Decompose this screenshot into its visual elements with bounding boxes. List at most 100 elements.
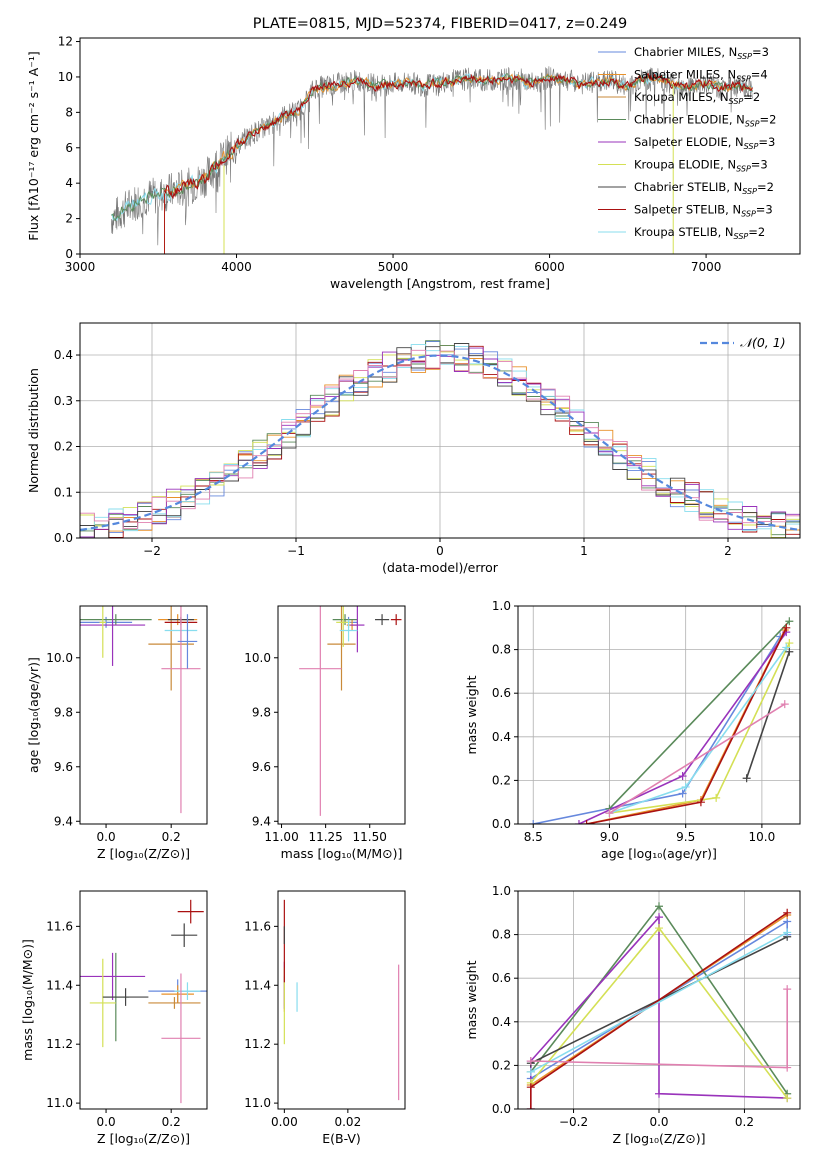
- legend-label: Chabrier ELODIE, N: [634, 113, 745, 127]
- axes-frame: [517, 605, 801, 825]
- legend-entry: Salpeter MILES, NSSP=4: [634, 68, 768, 84]
- series-point-marker: [785, 617, 794, 626]
- y-tick-label: 0.0: [492, 1102, 511, 1116]
- legend-label: Kroupa MILES, N: [634, 90, 729, 104]
- y-axis-label: age [log₁₀(age/yr)]: [26, 657, 41, 773]
- series-point-marker: [582, 820, 591, 824]
- y-axis-label: Normed distribution: [26, 368, 41, 493]
- series-point-marker: [655, 913, 663, 922]
- series-point-marker: [526, 1105, 535, 1109]
- y-tick-label: 9.6: [252, 760, 271, 774]
- legend-subscript: SSP: [742, 187, 757, 196]
- x-tick-label: 9.5: [676, 830, 695, 844]
- y-axis-label: mass weight: [464, 675, 479, 754]
- mass_vs_Z-panel: 0.0 0.2 11.0 11.2 11.4 11.6 Z [log₁₀(Z/Z⊙)] mas…: [20, 890, 208, 1146]
- y-tick-label: 9.8: [54, 705, 73, 719]
- histogram-step: [80, 343, 800, 538]
- legend-label: Salpeter ELODIE, N: [634, 135, 744, 149]
- x-tick-label: 4000: [221, 260, 252, 274]
- chart-title: PLATE=0815, MJD=52374, FIBERID=0417, z=0…: [253, 16, 627, 32]
- y-tick-label: 0.0: [54, 531, 73, 545]
- x-axis-label: Z [log₁₀(Z/Z⊙)]: [97, 846, 190, 861]
- y-tick-label: 9.8: [252, 705, 271, 719]
- gaussian-curve: [80, 354, 800, 532]
- spectrum-plot: [111, 66, 754, 254]
- y-tick-label: 0.4: [54, 348, 73, 362]
- massweight_vs_Z-plot: [526, 902, 792, 1109]
- legend-label: Kroupa STELIB, N: [634, 225, 734, 239]
- x-tick-label: 0.0: [649, 1115, 668, 1129]
- legend-subscript: SSP: [734, 232, 749, 241]
- x-tick-label: 0.2: [735, 1115, 754, 1129]
- x-tick-label: 2: [724, 544, 732, 558]
- massweight_vs_age-plot: [529, 617, 794, 824]
- y-tick-label: 8: [65, 105, 73, 119]
- x-tick-label: 10.0: [749, 830, 776, 844]
- y-tick-label: 0.2: [492, 1058, 511, 1072]
- legend-subscript: SSP: [729, 97, 744, 106]
- legend-label: Kroupa ELODIE, N: [634, 158, 736, 172]
- y-tick-label: 1.0: [492, 884, 511, 898]
- legend-entry: Kroupa MILES, NSSP=2: [634, 90, 760, 106]
- age_vs_Z-panel: 0.0 0.2 9.4 9.6 9.8 10.0 Z [log₁₀(Z/Z⊙)] age [l…: [26, 605, 208, 861]
- legend-entry: Chabrier STELIB, NSSP=2: [634, 180, 774, 196]
- series-line: [609, 703, 786, 814]
- histogram-step: [80, 349, 800, 529]
- series-point-marker: [529, 820, 538, 824]
- legend-entry: Kroupa STELIB, NSSP=2: [634, 225, 765, 241]
- legend-subscript: SSP: [737, 52, 752, 61]
- x-tick-label: 7000: [691, 260, 722, 274]
- y-tick-label: 9.6: [54, 760, 73, 774]
- series-point-marker: [712, 793, 721, 802]
- legend-entry: Salpeter STELIB, NSSP=3: [634, 203, 773, 219]
- mass_vs_Z-plot: [80, 899, 207, 1104]
- residuals-plot: [80, 340, 800, 538]
- legend-suffix: =2: [757, 180, 774, 194]
- legend-suffix: =2: [760, 113, 777, 127]
- axes-frame: [79, 605, 208, 825]
- y-tick-label: 0.0: [492, 817, 511, 831]
- legend-suffix: =4: [751, 68, 768, 82]
- series-point-marker: [783, 908, 792, 917]
- series-line: [530, 931, 788, 1073]
- x-tick-label: 0: [436, 544, 444, 558]
- y-tick-label: 2: [65, 212, 73, 226]
- series-point-marker: [783, 1063, 792, 1072]
- y-tick-label: 11.6: [244, 919, 271, 933]
- series-point-marker: [783, 1094, 792, 1103]
- series-point-marker: [678, 772, 687, 781]
- residuals-panel: −2 −1 0 1 2 0.0 0.1 0.2 0.3 0.4 (data-model)/error…: [26, 322, 801, 575]
- series-point-marker: [526, 1057, 535, 1066]
- series-point-marker: [742, 774, 751, 783]
- x-tick-label: 11.00: [264, 830, 298, 844]
- x-tick-label: 3000: [65, 260, 96, 274]
- mass_vs_EBV-panel: 0.00 0.02 11.0 11.2 11.4 11.6 E(B-V): [244, 890, 406, 1146]
- axes-frame: [277, 890, 406, 1110]
- x-tick-label: 0.02: [334, 1115, 361, 1129]
- x-tick-label: 0.2: [162, 1115, 181, 1129]
- y-tick-label: 6: [65, 141, 73, 155]
- y-tick-label: 9.4: [252, 814, 271, 828]
- series-point-marker: [681, 782, 690, 791]
- legend-suffix: =3: [758, 135, 775, 149]
- series-point-marker: [785, 647, 794, 656]
- x-axis-label: mass [log₁₀(M/M⊙)]: [281, 846, 403, 861]
- series-line: [608, 620, 790, 810]
- y-tick-label: 0.8: [492, 643, 511, 657]
- series-point-marker: [526, 1067, 535, 1076]
- age_vs_Z-plot: [80, 606, 201, 814]
- legend-suffix: =3: [751, 158, 768, 172]
- axes-frame: [79, 37, 801, 255]
- y-tick-label: 9.4: [54, 814, 73, 828]
- legend-suffix: =2: [748, 225, 765, 239]
- series-line: [586, 627, 788, 824]
- x-tick-label: 11.50: [353, 830, 387, 844]
- legend-subscript: SSP: [736, 165, 751, 174]
- axes-frame: [79, 890, 208, 1110]
- series-point-marker: [526, 1083, 535, 1092]
- series-point-marker: [655, 924, 663, 933]
- y-axis-label: Flux [fλ10⁻¹⁷ erg cm⁻² s⁻¹ A⁻¹]: [26, 51, 41, 240]
- x-axis-label: E(B-V): [322, 1131, 361, 1146]
